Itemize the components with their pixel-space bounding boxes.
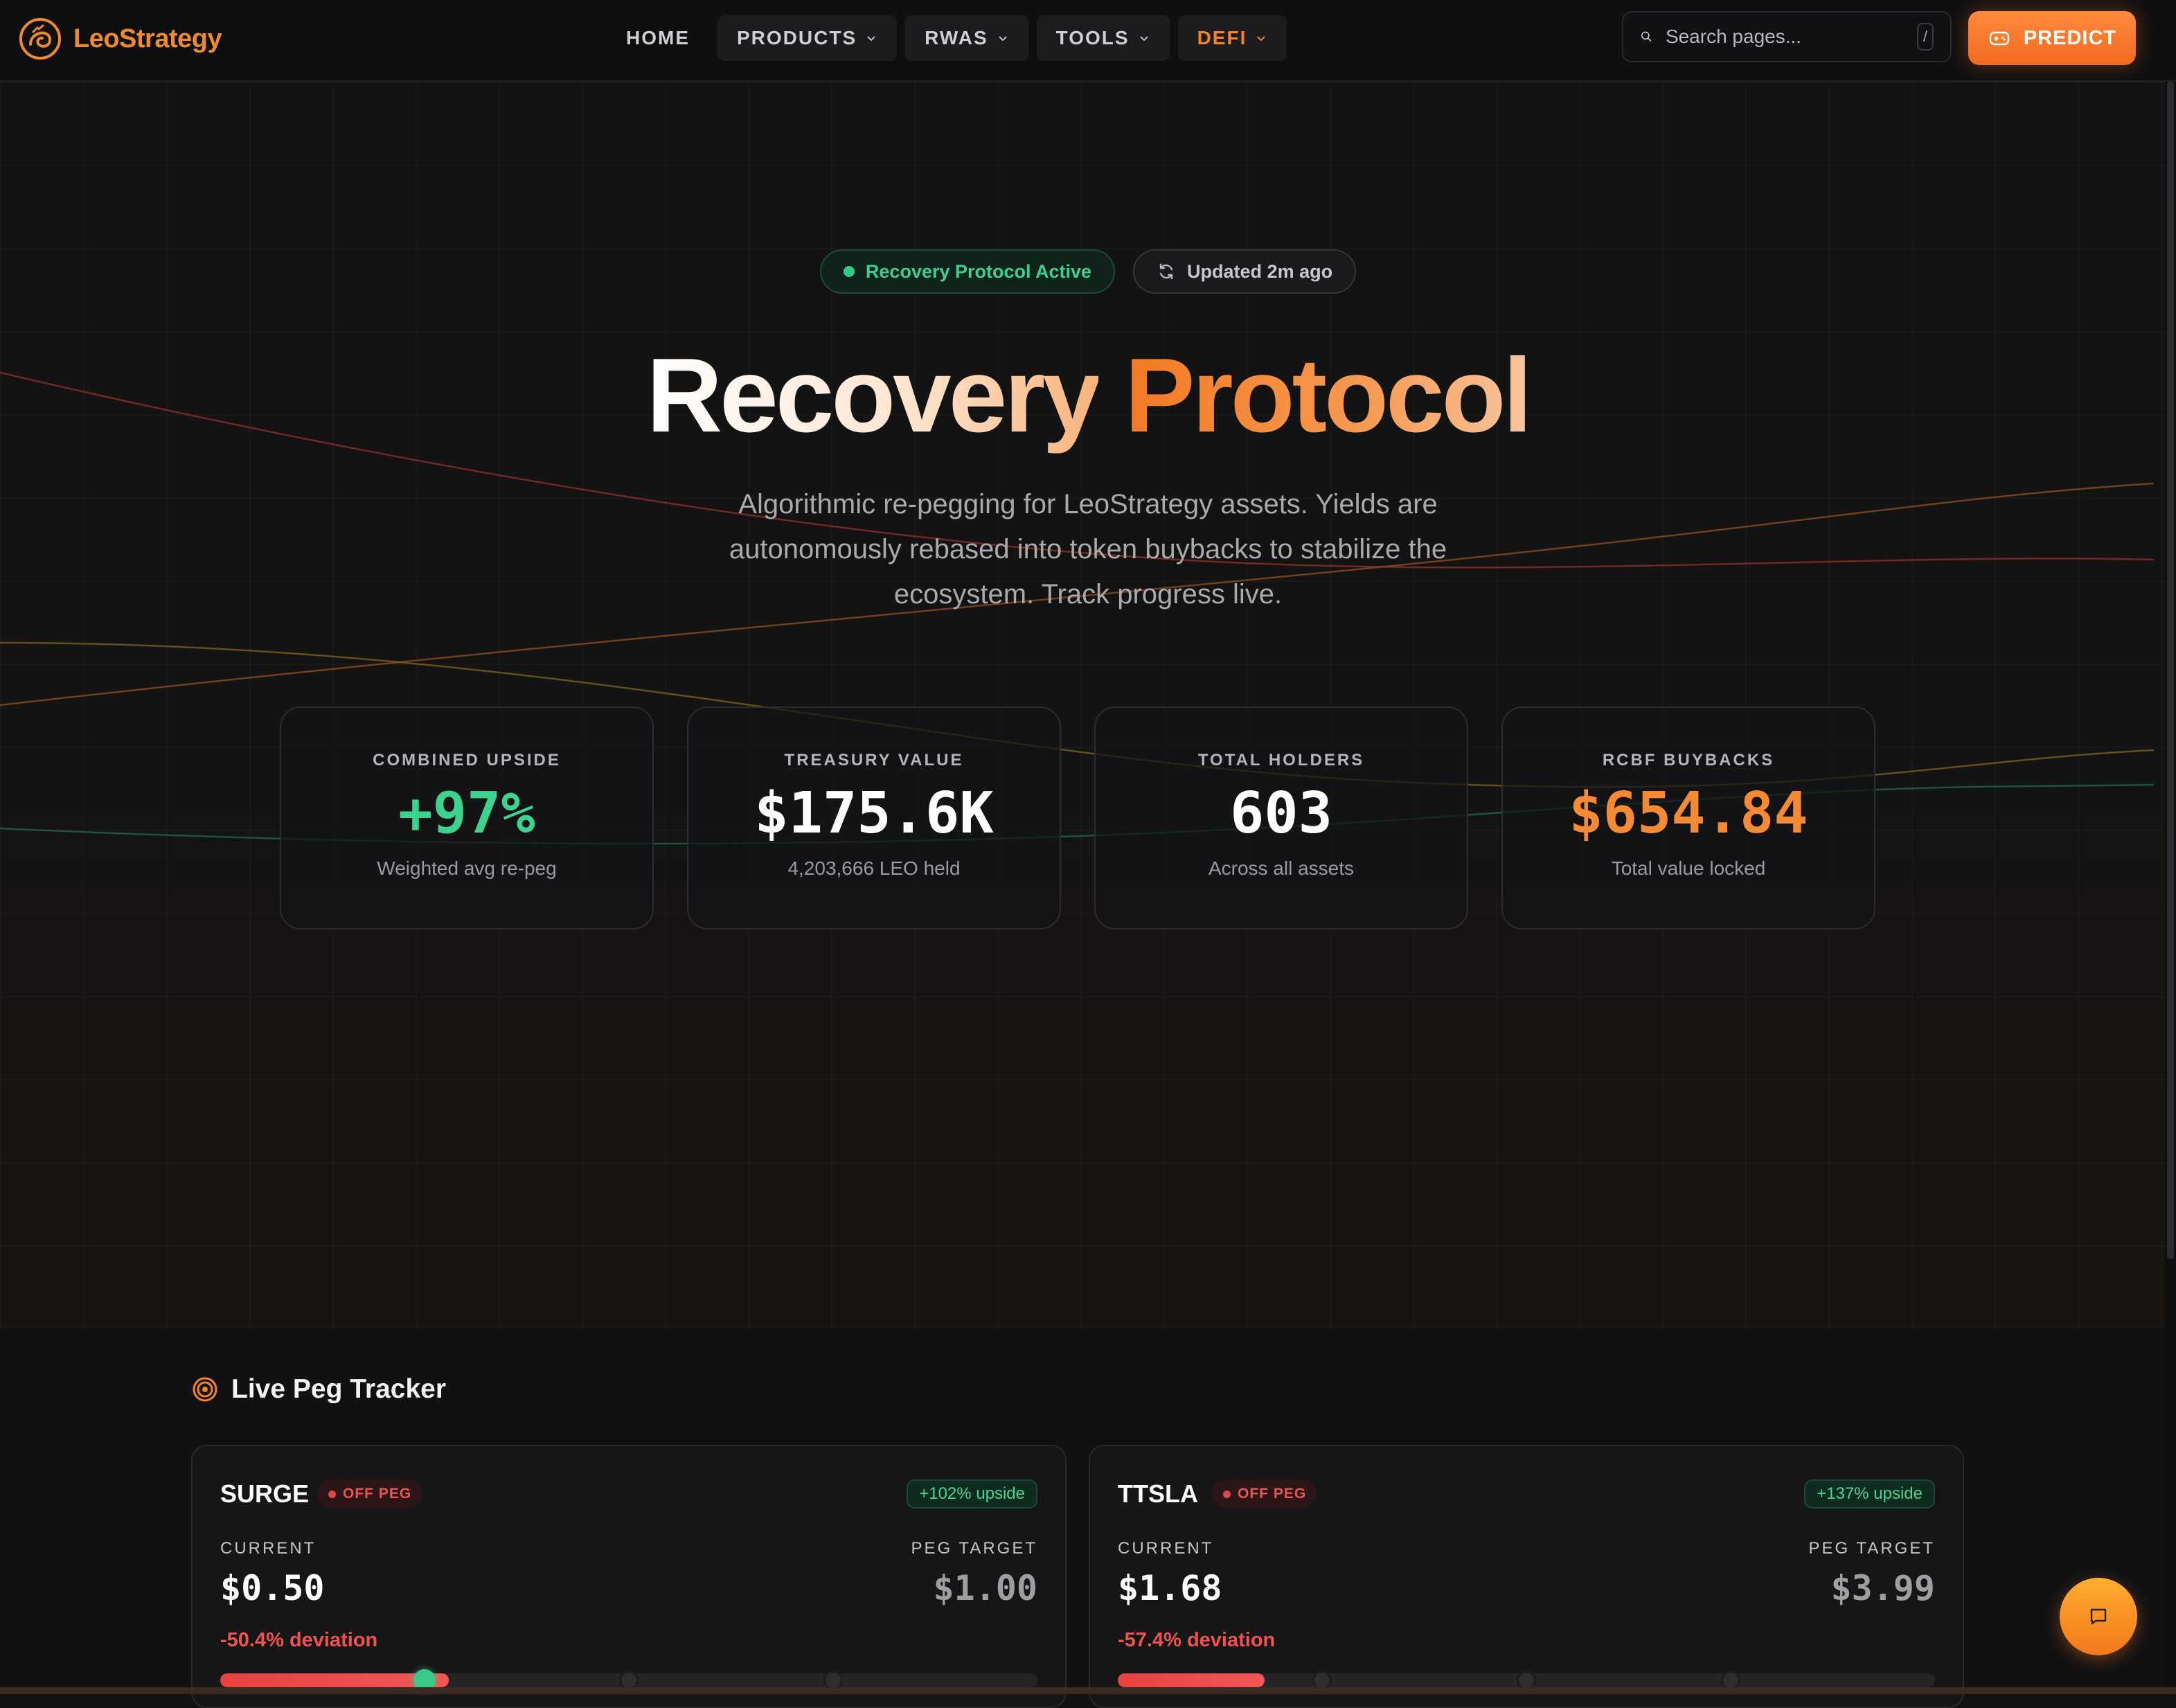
status-badge: Recovery Protocol Active	[819, 249, 1116, 294]
section-heading: Live Peg Tracker	[191, 1374, 446, 1405]
current-price: $0.50	[220, 1568, 325, 1608]
refresh-icon	[1159, 263, 1173, 280]
peg-target-label: PEG TARGET	[1808, 1539, 1935, 1558]
window-bottom-edge	[0, 1687, 2176, 1694]
nav-item-products[interactable]: PRODUCTS	[717, 15, 898, 61]
deviation-text: -57.4% deviation	[1118, 1629, 1276, 1651]
hero-description: Algorithmic re-pegging for LeoStrategy a…	[729, 489, 1447, 610]
search-input[interactable]	[1664, 25, 1917, 48]
nav-item-label: TOOLS	[1055, 27, 1130, 48]
deviation-text: -50.4% deviation	[220, 1629, 378, 1651]
stat-sub: Total value locked	[1611, 857, 1766, 879]
section-title: Live Peg Tracker	[231, 1374, 447, 1404]
nav-item-label: DEFI	[1197, 27, 1247, 48]
nav-item-rwas[interactable]: RWAS	[905, 15, 1028, 61]
nav-item-defi[interactable]: DEFI	[1177, 15, 1287, 61]
hero-section: Recovery Protocol Active Updated 2m ago …	[0, 82, 2176, 1328]
hero-badges: Recovery Protocol Active Updated 2m ago	[0, 249, 2176, 294]
off-peg-badge: OFF PEG	[317, 1479, 423, 1509]
off-peg-label: OFF PEG	[1238, 1486, 1307, 1502]
nav-item-tools[interactable]: TOOLS	[1036, 15, 1170, 61]
progress-milestone-marker	[1312, 1671, 1332, 1690]
chevron-down-icon	[1139, 36, 1148, 42]
stat-value: 603	[1229, 781, 1333, 846]
leo-logo-icon	[19, 18, 61, 60]
stat-value: $654.84	[1569, 781, 1808, 846]
updated-badge: Updated 2m ago	[1133, 249, 1357, 294]
current-price: $1.68	[1118, 1568, 1222, 1608]
chevron-down-icon	[1257, 36, 1266, 42]
off-peg-label: OFF PEG	[343, 1486, 412, 1502]
status-dot-icon	[843, 266, 855, 277]
peg-target-label: PEG TARGET	[911, 1539, 1037, 1558]
status-dot-icon	[328, 1490, 336, 1498]
stat-value: +97%	[398, 781, 535, 846]
asset-symbol: TTSLA	[1118, 1479, 1198, 1508]
target-icon	[193, 1377, 217, 1402]
stat-card-total-holders: TOTAL HOLDERS 603 Across all assets	[1094, 706, 1468, 929]
main-menu: HOME PRODUCTS RWAS TOOLS DEFI	[607, 15, 1287, 61]
brand-name: LeoStrategy	[73, 24, 222, 53]
asset-symbol: SURGE	[220, 1479, 310, 1508]
current-price-label: CURRENT	[1118, 1539, 1214, 1558]
scrollbar-thumb[interactable]	[2167, 82, 2174, 1259]
chat-bubble-icon	[2090, 1608, 2107, 1625]
stat-sub: Across all assets	[1208, 857, 1355, 879]
stat-sub: 4,203,666 LEO held	[787, 857, 961, 879]
peg-target-price: $3.99	[1830, 1568, 1935, 1608]
peg-card-surge[interactable]: SURGE OFF PEG +102% upside CURRENT PEG T…	[191, 1445, 1067, 1708]
page-title: Recovery Protocol	[0, 337, 2176, 454]
page-scrollbar[interactable]	[2165, 82, 2176, 1694]
off-peg-badge: OFF PEG	[1212, 1479, 1318, 1509]
updated-badge-label: Updated 2m ago	[1187, 260, 1333, 282]
nav-item-label: RWAS	[925, 27, 988, 48]
brand-link[interactable]: LeoStrategy	[18, 14, 222, 64]
gamepad-icon	[1989, 31, 2010, 46]
stat-label: TOTAL HOLDERS	[1197, 751, 1365, 770]
stat-card-combined-upside: COMBINED UPSIDE +97% Weighted avg re-peg	[280, 706, 654, 929]
chevron-down-icon	[998, 36, 1007, 42]
current-price-label: CURRENT	[220, 1539, 316, 1558]
progress-milestone-marker	[1721, 1671, 1740, 1690]
peg-card-ttsla[interactable]: TTSLA OFF PEG +137% upside CURRENT PEG T…	[1089, 1445, 1964, 1708]
peg-tracker-section: Live Peg Tracker SURGE OFF PEG +102% ups…	[0, 1328, 2176, 1708]
predict-label: PREDICT	[2023, 26, 2117, 49]
page-title-part1: Recovery	[646, 337, 1100, 454]
chat-button[interactable]	[2060, 1578, 2137, 1655]
stat-card-rcbf-buybacks: RCBF BUYBACKS $654.84 Total value locked	[1501, 706, 1875, 929]
peg-progress-bar	[1118, 1671, 1935, 1690]
stats-row: COMBINED UPSIDE +97% Weighted avg re-peg…	[280, 706, 1875, 929]
peg-target-price: $1.00	[933, 1568, 1037, 1608]
stat-label: TREASURY VALUE	[784, 751, 964, 770]
stat-value: $175.6K	[754, 781, 994, 846]
stat-label: RCBF BUYBACKS	[1602, 751, 1775, 770]
upside-badge: +137% upside	[1804, 1479, 1935, 1509]
nav-item-home[interactable]: HOME	[607, 15, 709, 61]
stat-card-treasury-value: TREASURY VALUE $175.6K 4,203,666 LEO hel…	[687, 706, 1061, 929]
nav-item-label: PRODUCTS	[737, 27, 857, 48]
top-navbar: LeoStrategy HOME PRODUCTS RWAS TOOLS DEF…	[0, 0, 2176, 82]
peg-progress-fill	[1118, 1673, 1265, 1687]
upside-badge: +102% upside	[907, 1479, 1037, 1509]
stat-sub: Weighted avg re-peg	[377, 857, 557, 879]
peg-progress-fill	[220, 1673, 449, 1687]
predict-button[interactable]: PREDICT	[1968, 11, 2136, 65]
search-box[interactable]: /	[1622, 11, 1952, 62]
status-badge-label: Recovery Protocol Active	[865, 260, 1092, 282]
page-title-part2: Protocol	[1125, 337, 1532, 454]
stat-label: COMBINED UPSIDE	[373, 751, 561, 770]
peg-progress-bar	[220, 1669, 1037, 1691]
chevron-down-icon	[867, 36, 875, 42]
search-shortcut-key: /	[1916, 23, 1934, 51]
search-icon	[1641, 31, 1652, 42]
status-dot-icon	[1223, 1490, 1231, 1498]
progress-milestone-marker	[619, 1671, 639, 1690]
nav-item-label: HOME	[626, 27, 690, 48]
